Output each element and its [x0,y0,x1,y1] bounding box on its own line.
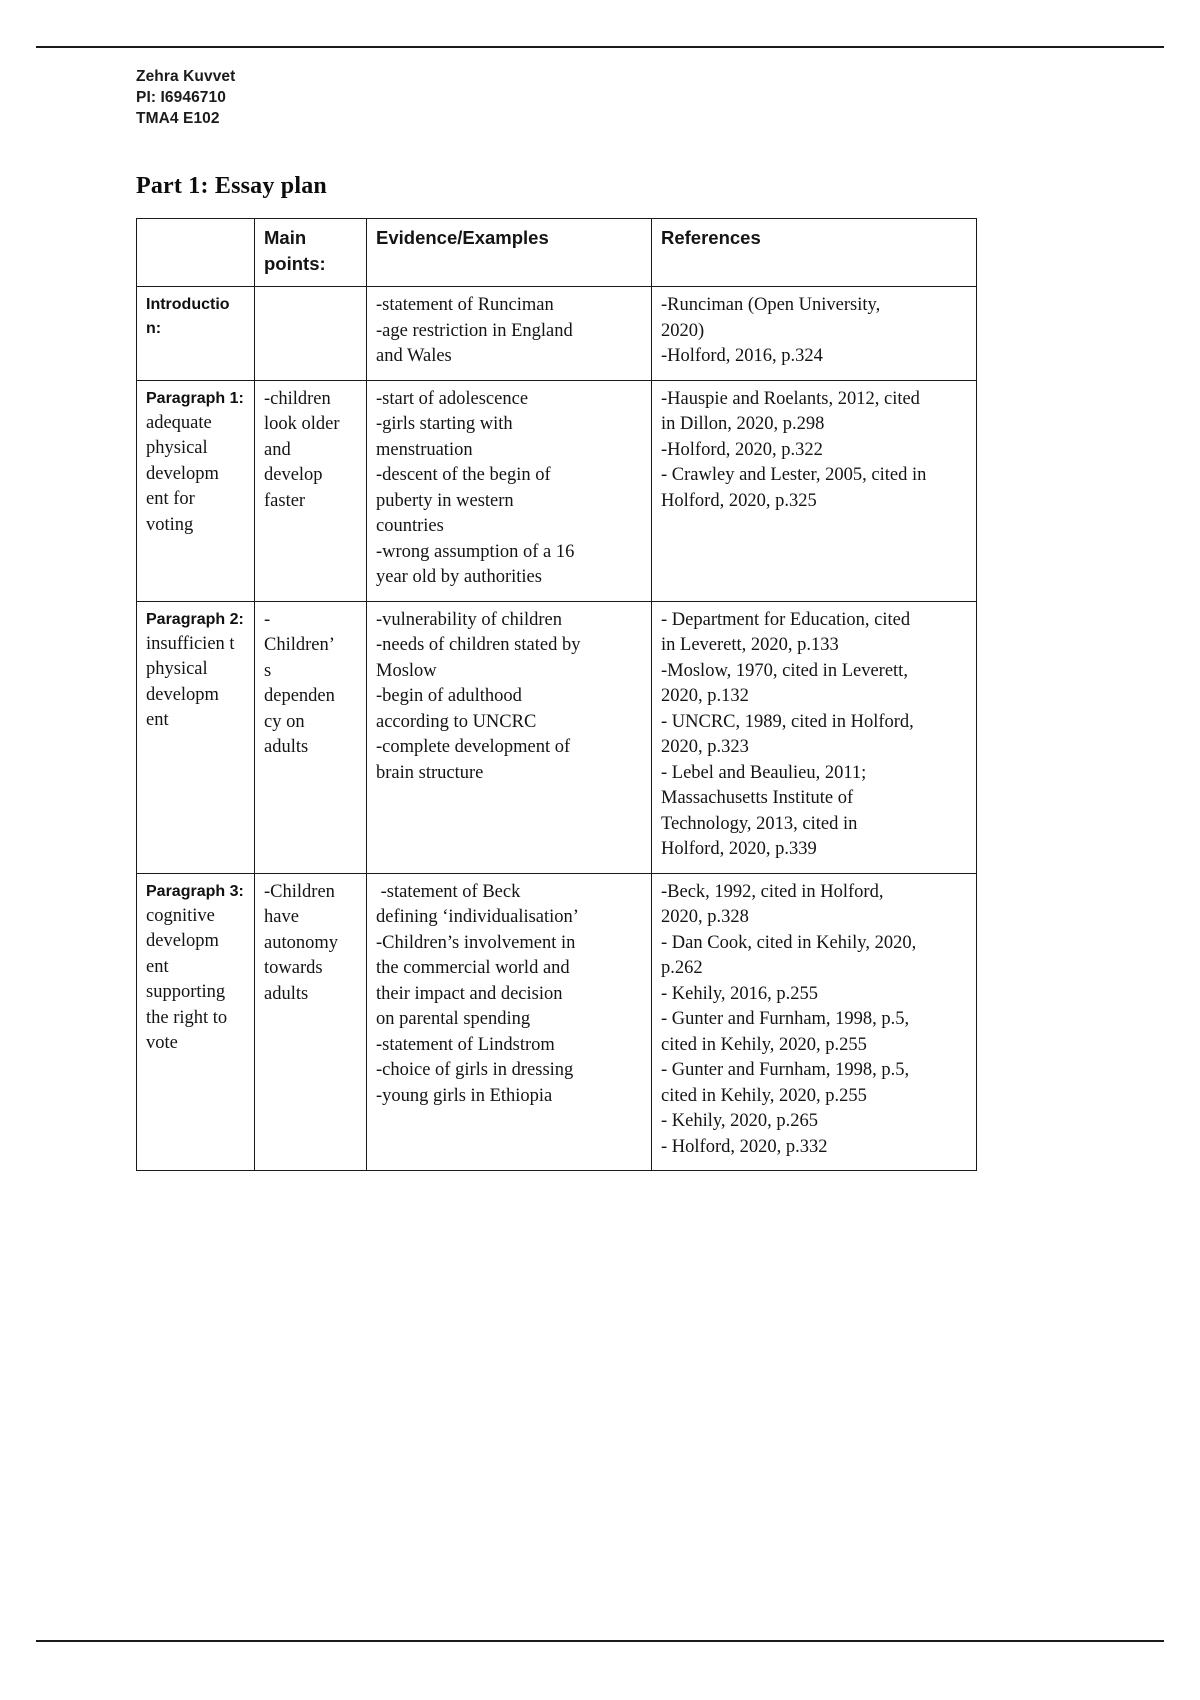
header-text-2: Evidence/Examples [376,227,549,248]
row-label-cell: Paragraph 1: adequate physical developm … [136,379,255,602]
row-label-rest: cognitive developm ent supporting the ri… [146,905,228,1054]
document-content: Zehra Kuvvet PI: I6946710 TMA4 E102 Part… [136,66,977,1171]
student-name: Zehra Kuvvet [136,68,236,85]
table-row: Introductio n: -statement of Runciman -a… [136,286,977,381]
row-label-bold: Paragraph 3: [146,882,244,900]
table-header-row: Main points: Evidence/Examples Reference… [136,218,977,287]
header-text-1: Main points: [264,227,326,274]
evidence-text: -statement of Runciman -age restriction … [376,295,573,366]
table-row: Paragraph 2: insufficien t physical deve… [136,600,977,874]
row-label-bold: Paragraph 2: [146,610,244,628]
course-code: TMA4 E102 [136,110,220,127]
student-pi: PI: I6946710 [136,89,226,106]
references-text: -Beck, 1992, cited in Holford, 2020, p.3… [661,881,917,1157]
row-label-cell: Introductio n: [136,286,255,381]
references-text: -Runciman (Open University, 2020) -Holfo… [661,295,881,366]
essay-plan-table: Main points: Evidence/Examples Reference… [136,218,977,1171]
evidence-cell: -statement of Beck defining ‘individuali… [366,872,652,1171]
table-row: Paragraph 3: cognitive developm ent supp… [136,872,977,1171]
row-label-cell: Paragraph 2: insufficien t physical deve… [136,600,255,874]
column-header-main-points: Main points: [254,218,367,287]
references-text: - Department for Education, cited in Lev… [661,609,914,860]
evidence-cell: -start of adolescence -girls starting wi… [366,379,652,602]
student-details-block: Zehra Kuvvet PI: I6946710 TMA4 E102 [136,66,976,129]
main-points-text: -Children have autonomy towards adults [264,881,338,1004]
row-label-rest: adequate physical developm ent for votin… [146,412,219,535]
main-points-cell: - Children’ s dependen cy on adults [254,600,367,874]
main-points-text: -children look older and develop faster [264,388,340,511]
page-bottom-rule [36,1640,1164,1642]
header-text-3: References [661,227,761,248]
references-cell: -Runciman (Open University, 2020) -Holfo… [651,286,977,381]
row-label-bold: Introductio n: [146,296,230,337]
references-text: -Hauspie and Roelants, 2012, cited in Di… [661,388,927,511]
page-top-rule [36,46,1164,48]
main-points-cell [254,286,367,381]
evidence-text: -vulnerability of children -needs of chi… [376,609,581,783]
main-points-text: - Children’ s dependen cy on adults [264,609,335,758]
references-cell: - Department for Education, cited in Lev… [651,600,977,874]
row-label-bold: Paragraph 1: [146,389,244,407]
evidence-text: -statement of Beck defining ‘individuali… [376,881,579,1106]
page-title: Part 1: Essay plan [136,173,327,199]
evidence-cell: -vulnerability of children -needs of chi… [366,600,652,874]
column-header-references: References [651,218,977,287]
row-label-cell: Paragraph 3: cognitive developm ent supp… [136,872,255,1171]
main-points-cell: -Children have autonomy towards adults [254,872,367,1171]
column-header-evidence: Evidence/Examples [366,218,652,287]
evidence-text: -start of adolescence -girls starting wi… [376,388,575,588]
column-header-section [136,218,255,287]
main-points-cell: -children look older and develop faster [254,379,367,602]
evidence-cell: -statement of Runciman -age restriction … [366,286,652,381]
references-cell: -Beck, 1992, cited in Holford, 2020, p.3… [651,872,977,1171]
table-row: Paragraph 1: adequate physical developm … [136,379,977,602]
row-label-rest: insufficien t physical developm ent [146,633,235,731]
references-cell: -Hauspie and Roelants, 2012, cited in Di… [651,379,977,602]
